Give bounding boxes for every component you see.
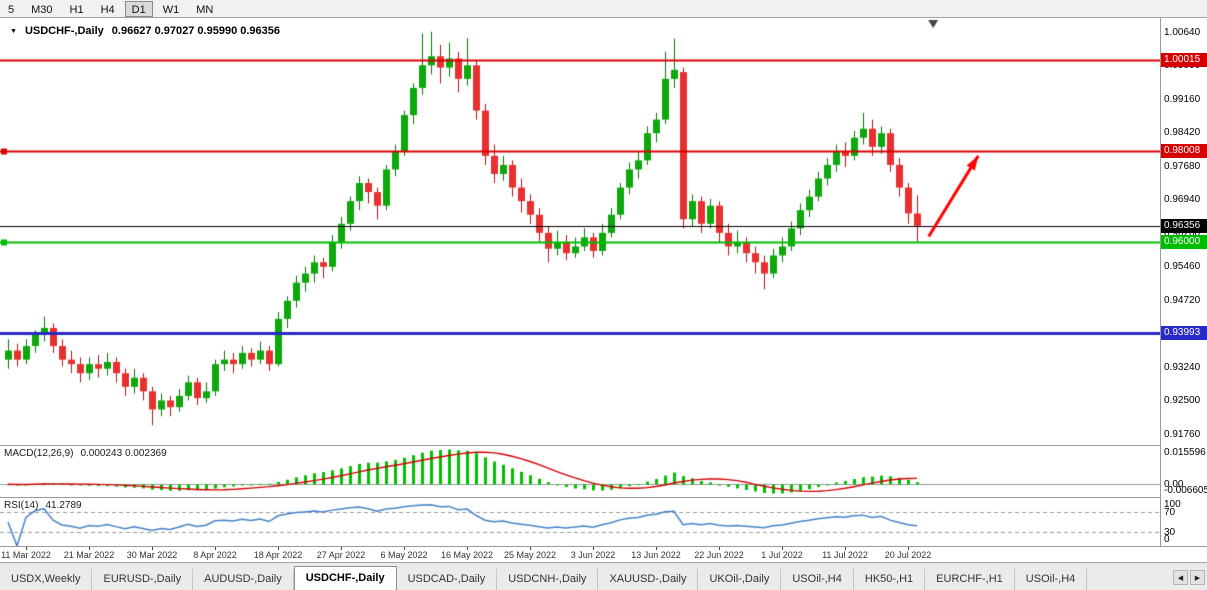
chart-tab-AUDUSD-,Daily[interactable]: AUDUSD-,Daily [193,569,294,590]
macd-axis-label: 0.015596 [1164,447,1206,458]
price-axis-label: 0.93240 [1164,361,1201,373]
timeframe-bar: 5 M30 H1 H4 D1 W1 MN [0,0,223,17]
date-tick [152,547,153,550]
date-axis-label: 22 Jun 2022 [694,550,744,560]
chart-window: ▼ USDCHF-,Daily 0.96627 0.97027 0.95990 … [0,18,1207,562]
date-tick [215,547,216,550]
macd-pane-separator[interactable] [0,445,1207,446]
macd-axis-label: -0.006605 [1164,485,1207,496]
chart-tab-EURCHF-,H1[interactable]: EURCHF-,H1 [925,569,1015,590]
price-axis-label: 0.99160 [1164,93,1201,105]
date-axis-label: 6 May 2022 [380,550,428,560]
chart-menu-icon: ▼ [10,27,17,35]
chart-tab-USDX,Weekly[interactable]: USDX,Weekly [0,569,93,590]
price-axis-label: 0.98420 [1164,127,1201,139]
macd-label: MACD(12,26,9) 0.000243 0.002369 [4,448,167,459]
date-tick [467,547,468,550]
rsi-axis-label: 0 [1164,534,1170,545]
date-tick [404,547,405,550]
price-axis-label: 0.95460 [1164,261,1201,273]
date-axis-label: 25 May 2022 [503,550,557,560]
date-tick [593,547,594,550]
chart-tab-USDCNH-,Daily[interactable]: USDCNH-,Daily [497,569,599,590]
date-axis-label: 11 Mar 2022 [1,550,51,560]
price-tag-0.96000: 0.96000 [1161,234,1207,249]
date-tick [530,547,531,550]
timeframe-toolbar: 5 M30 H1 H4 D1 W1 MN [0,0,1207,18]
price-axis-label: 0.92500 [1164,395,1201,407]
timeframe-button-MN[interactable]: MN [196,3,214,16]
rsi-pane-separator[interactable] [0,497,1207,498]
price-axis-label: 0.96940 [1164,194,1201,206]
date-tick [341,547,342,550]
date-axis-label: 13 Jun 2022 [631,550,681,560]
date-axis-label: 3 Jun 2022 [570,550,616,560]
tabs-container: USDX,Weekly EURUSD-,Daily AUDUSD-,Daily USD… [0,566,1088,590]
chart-tab-EURUSD-,Daily[interactable]: EURUSD-,Daily [92,569,194,590]
tab-scroll-left-button[interactable]: ◀ [1173,570,1188,585]
macd-current-values: 0.000243 0.002369 [80,448,167,459]
date-axis-label: 21 Mar 2022 [63,550,115,560]
timeframe-button-H4[interactable]: H4 [100,3,115,16]
price-axis-label: 0.97680 [1164,160,1201,172]
price-axis-separator [1160,18,1161,562]
date-axis-label: 16 May 2022 [440,550,494,560]
chart-tab-USOil-,H4[interactable]: USOil-,H4 [781,569,854,590]
chart-tab-XAUUSD-,Daily[interactable]: XAUUSD-,Daily [598,569,699,590]
timeframe-button-M30[interactable]: M30 [31,3,53,16]
price-axis-label: 0.94720 [1164,294,1201,306]
date-tick [908,547,909,550]
tab-scroll-right-button[interactable]: ▶ [1190,570,1205,585]
date-tick [89,547,90,550]
rsi-indicator-pane[interactable] [0,498,1160,546]
chart-tab-HK50-,H1[interactable]: HK50-,H1 [853,569,926,590]
timeframe-button-W1[interactable]: W1 [162,3,180,16]
price-tag-0.98008: 0.98008 [1161,143,1207,158]
tab-scroll-buttons: ◀ ▶ [1173,570,1205,585]
macd-indicator-pane[interactable] [0,446,1160,497]
date-axis-label: 30 Mar 2022 [126,550,178,560]
price-tag-1.00015: 1.00015 [1161,53,1207,68]
rsi-axis-label: 70 [1164,507,1176,519]
date-axis-label: 18 Apr 2022 [253,550,303,560]
symbol-period-label: USDCHF-,Daily [24,25,104,37]
date-tick [26,547,27,550]
price-axis[interactable]: 1.006400.999000.991600.984200.976800.969… [1161,18,1207,546]
timeframe-button-5[interactable]: 5 [8,3,15,16]
macd-axis-label: 0.00 [1164,478,1184,490]
price-axis-label: 0.91760 [1164,428,1201,440]
chart-tab-USOil-,H4[interactable]: USOil-,H4 [1014,569,1088,590]
rsi-axis-label: 100 [1164,499,1181,510]
price-tag-0.96356: 0.96356 [1161,218,1207,233]
date-axis[interactable]: 11 Mar 2022 21 Mar 2022 30 Mar 2022 8 Apr 2… [0,546,1207,562]
date-tick [278,547,279,550]
date-tick [845,547,846,550]
rsi-params: RSI(14) [4,500,39,511]
timeframe-button-H1[interactable]: H1 [69,3,84,16]
date-axis-label: 1 Jul 2022 [761,550,803,560]
chart-tab-bar: USDX,Weekly EURUSD-,Daily AUDUSD-,Daily USD… [0,562,1207,590]
chart-title: ▼ USDCHF-,Daily 0.96627 0.97027 0.95990 … [10,25,280,37]
date-axis-label: 11 Jul 2022 [822,550,868,560]
rsi-axis-label: 30 [1164,526,1176,538]
price-tag-0.93993: 0.93993 [1161,325,1207,340]
timeframe-button-D1[interactable]: D1 [124,0,153,17]
chart-tab-UKOil-,Daily[interactable]: UKOil-,Daily [698,569,782,590]
chart-tab-USDCHF-,Daily[interactable]: USDCHF-,Daily [293,566,397,590]
main-price-chart[interactable] [0,18,1160,445]
date-tick [719,547,720,550]
chart-tab-USDCAD-,Daily[interactable]: USDCAD-,Daily [396,569,498,590]
macd-params: MACD(12,26,9) [4,448,74,459]
ohlc-values: 0.96627 0.97027 0.95990 0.96356 [111,25,280,37]
date-axis-label: 8 Apr 2022 [193,550,237,560]
rsi-current-value: 41.2789 [45,500,82,511]
price-axis-label: 0.96200 [1164,227,1201,239]
date-axis-label: 27 Apr 2022 [316,550,366,560]
rsi-label: RSI(14) 41.2789 [4,500,82,511]
date-tick [782,547,783,550]
date-axis-label: 20 Jul 2022 [884,550,932,560]
price-axis-label: 1.00640 [1164,26,1201,38]
date-tick [656,547,657,550]
